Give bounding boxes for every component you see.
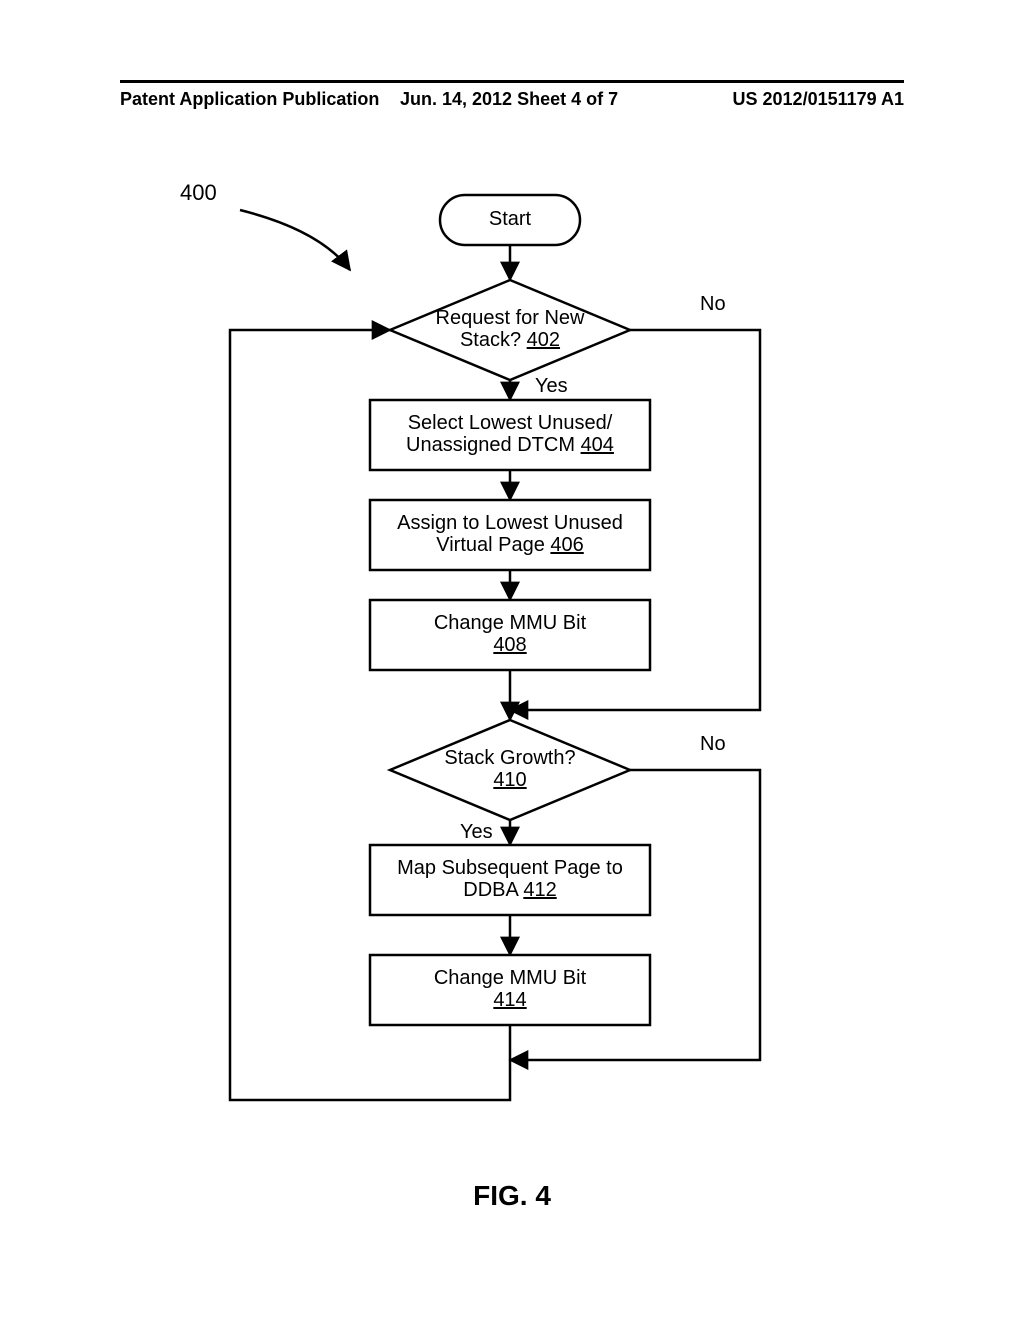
page-header: Patent Application Publication Jun. 14, …	[120, 80, 904, 110]
svg-text:Stack? 402: Stack? 402	[460, 329, 560, 351]
svg-text:Yes: Yes	[460, 821, 493, 843]
svg-text:Assign to Lowest Unused: Assign to Lowest Unused	[397, 512, 623, 534]
figure-label: FIG. 4	[0, 1180, 1024, 1212]
svg-text:No: No	[700, 733, 726, 755]
svg-text:414: 414	[493, 989, 526, 1011]
svg-text:Virtual Page 406: Virtual Page 406	[436, 534, 584, 556]
svg-text:DDBA 412: DDBA 412	[463, 879, 556, 901]
svg-text:Change MMU Bit: Change MMU Bit	[434, 612, 587, 634]
svg-text:No: No	[700, 293, 726, 315]
svg-text:Unassigned DTCM 404: Unassigned DTCM 404	[406, 434, 614, 456]
page: Patent Application Publication Jun. 14, …	[0, 0, 1024, 1320]
svg-text:408: 408	[493, 634, 526, 656]
svg-text:Request for New: Request for New	[436, 307, 586, 329]
svg-text:Map Subsequent Page to: Map Subsequent Page to	[397, 857, 623, 879]
header-mid: Jun. 14, 2012 Sheet 4 of 7	[400, 89, 618, 110]
svg-text:Start: Start	[489, 208, 532, 230]
header-left: Patent Application Publication	[120, 89, 379, 109]
svg-text:410: 410	[493, 769, 526, 791]
flowchart: Start Request for NewStack? 402 Select Low…	[140, 170, 880, 1170]
header-right: US 2012/0151179 A1	[733, 89, 904, 110]
svg-text:Select Lowest Unused/: Select Lowest Unused/	[408, 412, 613, 434]
svg-text:Stack Growth?: Stack Growth?	[444, 747, 575, 769]
svg-text:Change MMU Bit: Change MMU Bit	[434, 967, 587, 989]
svg-text:Yes: Yes	[535, 375, 568, 397]
